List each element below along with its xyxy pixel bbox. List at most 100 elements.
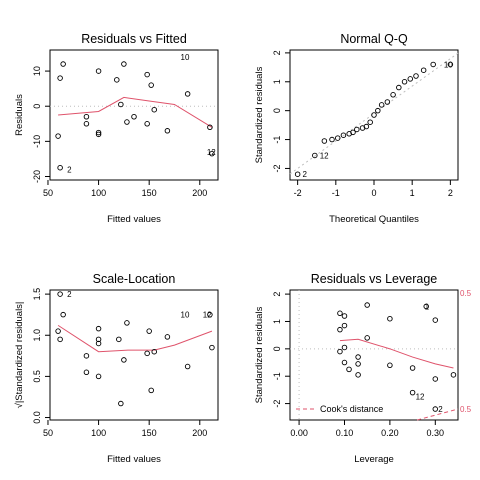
cooks-level-label: 0.5 (460, 405, 472, 414)
data-point (57, 336, 63, 343)
data-point (164, 128, 171, 134)
data-point (164, 334, 171, 340)
point-label: 2 (67, 290, 72, 299)
y-tick-label: 1 (272, 79, 282, 84)
cooks-level-label: 0.5 (460, 289, 472, 298)
y-axis-label: Standardized residuals (254, 66, 265, 163)
point-label: 2 (303, 170, 308, 179)
data-point (57, 291, 63, 297)
y-tick-label: 0.5 (32, 370, 42, 383)
data-point (207, 124, 213, 131)
x-tick-label: 50 (43, 428, 53, 438)
data-point (55, 328, 61, 334)
y-tick-label: -2 (272, 164, 282, 172)
x-tick-label: 0.20 (381, 428, 399, 438)
data-point (340, 132, 347, 138)
data-point (329, 136, 335, 143)
x-tick-label: 1 (410, 188, 415, 198)
data-point (207, 311, 213, 318)
point-label: 12 (416, 393, 425, 402)
data-point (144, 71, 150, 78)
x-axis-label: Fitted values (107, 454, 161, 465)
y-tick-label: 0 (272, 346, 282, 351)
y-tick-label: -20 (32, 170, 42, 183)
point-label: 10 (181, 53, 190, 62)
residuals-vs-fitted-panel: 50 100 150 200 -20 -10 0 10 Residuals vs Fitted F… (14, 32, 219, 225)
data-point (124, 119, 130, 125)
data-point (355, 361, 361, 367)
data-point (337, 310, 343, 317)
data-point (95, 68, 102, 74)
data-point (83, 121, 90, 127)
data-point (363, 123, 370, 130)
plot-frame (289, 49, 459, 181)
data-point (378, 102, 385, 108)
data-point (131, 114, 137, 120)
y-tick-label: 10 (32, 66, 42, 76)
data-point (121, 357, 127, 363)
data-point (83, 369, 90, 376)
data-point (209, 150, 215, 157)
y-tick-label: -2 (272, 400, 282, 408)
x-axis-label: Leverage (354, 454, 394, 465)
x-tick-label: -2 (294, 188, 302, 198)
data-point (95, 129, 102, 136)
data-point (294, 171, 301, 177)
data-point (447, 61, 454, 68)
point-label: 2 (438, 405, 443, 414)
x-tick-label: 0.30 (427, 428, 445, 438)
data-point (364, 302, 370, 308)
data-point (341, 322, 348, 329)
point-label: 10 (181, 311, 190, 320)
y-tick-label: -1 (272, 372, 282, 380)
x-tick-label: 0 (371, 188, 376, 198)
data-point (114, 77, 120, 83)
data-point (407, 76, 414, 82)
data-point (146, 328, 152, 334)
x-tick-label: -1 (332, 188, 340, 198)
y-tick-label: 0.0 (32, 411, 42, 424)
x-tick-label: 2 (448, 188, 453, 198)
data-point (337, 326, 343, 333)
plot-frame (49, 289, 219, 421)
x-tick-label: 100 (91, 188, 106, 198)
x-tick-label: 200 (192, 428, 207, 438)
data-point (118, 101, 124, 108)
data-point (184, 91, 191, 97)
data-point (432, 317, 439, 323)
data-point (375, 107, 381, 114)
panel-title: Residuals vs Leverage (311, 272, 438, 286)
data-point (312, 152, 318, 159)
data-point (387, 315, 393, 322)
data-point (387, 362, 393, 369)
data-point (148, 387, 154, 394)
x-axis-label: Theoretical Quantiles (329, 214, 419, 225)
x-tick-label: 150 (142, 188, 157, 198)
data-point (151, 348, 157, 355)
data-point (355, 372, 361, 378)
data-point (144, 350, 150, 357)
y-tick-label: 1.5 (32, 288, 42, 301)
data-point (95, 373, 102, 380)
data-point (390, 92, 396, 98)
x-tick-label: 150 (142, 428, 157, 438)
point-label: 12 (207, 148, 216, 157)
smoother-line (57, 324, 213, 353)
data-point (384, 99, 391, 105)
point-label: 1 (425, 302, 430, 311)
x-tick-label: 200 (192, 188, 207, 198)
y-tick-label: 1.0 (32, 329, 42, 342)
data-point (124, 320, 130, 326)
data-point (148, 82, 154, 88)
y-tick-label: -10 (32, 135, 42, 148)
point-label: 2 (67, 165, 72, 174)
point-label: 12 (320, 151, 329, 160)
data-point (116, 336, 122, 343)
x-tick-label: 0.10 (336, 428, 354, 438)
data-point (83, 114, 90, 120)
data-point (364, 335, 370, 341)
data-point (341, 313, 348, 319)
